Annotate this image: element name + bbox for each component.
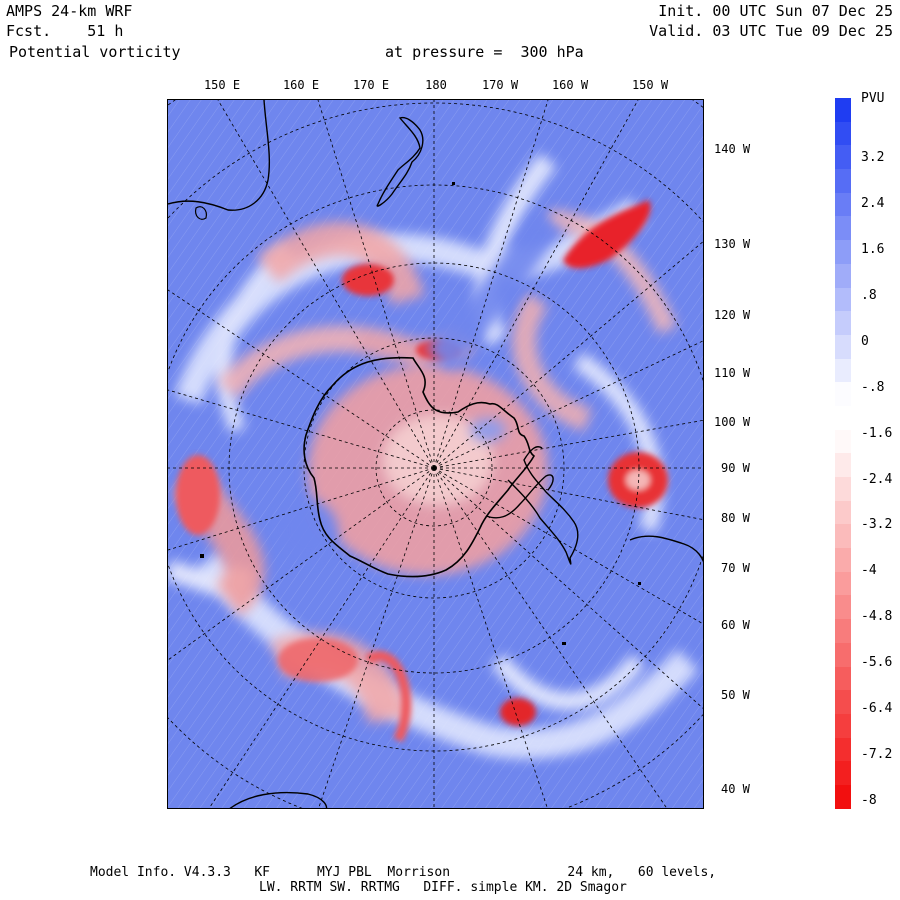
colorbar-step <box>835 477 851 501</box>
colorbar-step <box>835 263 851 288</box>
lon-label-right: 130 W <box>714 237 751 251</box>
colorbar-step <box>835 287 851 312</box>
colorbar-step <box>835 405 851 430</box>
colorbar-step <box>835 737 851 762</box>
colorbar-step <box>835 453 851 477</box>
colorbar-step <box>835 571 851 596</box>
new-zealand-coastline <box>376 116 424 207</box>
lon-label: 170 E <box>352 78 390 92</box>
colorbar-unit: PVU <box>861 91 885 106</box>
colorbar-tick-label: -4.8 <box>861 609 893 625</box>
valid-time: Valid. 03 UTC Tue 09 Dec 25 <box>649 22 893 40</box>
colorbar-step <box>835 642 851 667</box>
init-time: Init. 00 UTC Sun 07 Dec 25 <box>658 2 893 20</box>
lon-label: 160 E <box>282 78 320 92</box>
south-america-coastline <box>629 535 703 563</box>
lon-label-right: 40 W <box>721 782 750 796</box>
colorbar-tick-label: -5.6 <box>861 655 893 671</box>
south-america-coastline <box>507 446 579 565</box>
australia-coastline <box>168 100 271 211</box>
lon-label-right: 100 W <box>714 415 751 429</box>
colorbar-tick-label: -8 <box>861 793 877 808</box>
colorbar-step <box>835 382 851 406</box>
colorbar-step <box>835 524 851 549</box>
pressure-level: at pressure = 300 hPa <box>385 43 584 61</box>
colorbar-step <box>835 216 851 241</box>
colorbar-step <box>835 548 851 572</box>
antarctic-peninsula <box>485 474 554 519</box>
colorbar-step <box>835 334 851 359</box>
colorbar-step <box>835 500 851 525</box>
colorbar-step <box>835 690 851 714</box>
lon-label: 170 W <box>481 78 519 92</box>
lon-label: 160 W <box>551 78 589 92</box>
colorbar-step <box>835 666 851 691</box>
colorbar-step <box>835 169 851 193</box>
colorbar-step <box>835 98 851 122</box>
forecast-hour: Fcst. 51 h <box>6 22 124 40</box>
colorbar-step <box>835 713 851 738</box>
colorbar-step <box>835 311 851 335</box>
tasmania-coastline <box>195 206 207 220</box>
lon-label-right: 80 W <box>721 511 750 525</box>
colorbar-tick-label: 0 <box>861 333 869 349</box>
island <box>200 554 204 558</box>
colorbar-step <box>835 121 851 146</box>
lon-label-right: 140 W <box>714 142 751 156</box>
colorbar-step <box>835 619 851 643</box>
lon-label-right: 90 W <box>721 461 750 475</box>
lon-label-right: 70 W <box>721 561 750 575</box>
antarctica-coastline <box>303 356 536 578</box>
island <box>452 182 455 185</box>
field-name: Potential vorticity <box>9 43 181 61</box>
colorbar-step <box>835 192 851 217</box>
lon-label-right: 50 W <box>721 688 750 702</box>
island <box>638 582 641 585</box>
colorbar-tick-label: 2.4 <box>861 195 885 211</box>
colorbar-tick-label: -1.6 <box>861 425 893 441</box>
colorbar-tick-label: -6.4 <box>861 701 893 717</box>
colorbar-step <box>835 145 851 170</box>
colorbar-tick-label: -4 <box>861 563 877 579</box>
colorbar-tick-label: 1.6 <box>861 241 885 257</box>
colorbar-step <box>835 595 851 620</box>
africa-coastline <box>229 791 328 808</box>
island <box>562 642 566 645</box>
lon-label-right: 110 W <box>714 366 751 380</box>
model-physics: LW. RRTM SW. RRTMG DIFF. simple KM. 2D S… <box>259 880 627 895</box>
colorbar-tick-label: -3.2 <box>861 517 893 533</box>
colorbar-step <box>835 240 851 264</box>
colorbar <box>835 98 851 809</box>
pv-blue-intrusions <box>278 210 563 560</box>
lon-label: 150 E <box>203 78 241 92</box>
pv-map[interactable] <box>167 99 704 809</box>
colorbar-tick-label: .8 <box>861 287 877 303</box>
colorbar-tick-label: 3.2 <box>861 150 885 165</box>
colorbar-step <box>835 784 851 809</box>
colorbar-step <box>835 358 851 383</box>
colorbar-step <box>835 429 851 454</box>
colorbar-step <box>835 761 851 785</box>
lon-label-right: 60 W <box>721 618 750 632</box>
lon-label: 150 W <box>631 78 669 92</box>
graticule <box>168 100 703 808</box>
colorbar-tick-label: -.8 <box>861 379 885 395</box>
model-info: Model Info. V4.3.3 KF MYJ PBL Morrison 2… <box>90 865 717 880</box>
lon-label-right: 120 W <box>714 308 751 322</box>
lon-label: 180 <box>425 78 447 92</box>
colorbar-tick-label: -7.2 <box>861 747 893 763</box>
colorbar-tick-label: -2.4 <box>861 471 893 487</box>
model-title: AMPS 24-km WRF <box>6 2 133 20</box>
